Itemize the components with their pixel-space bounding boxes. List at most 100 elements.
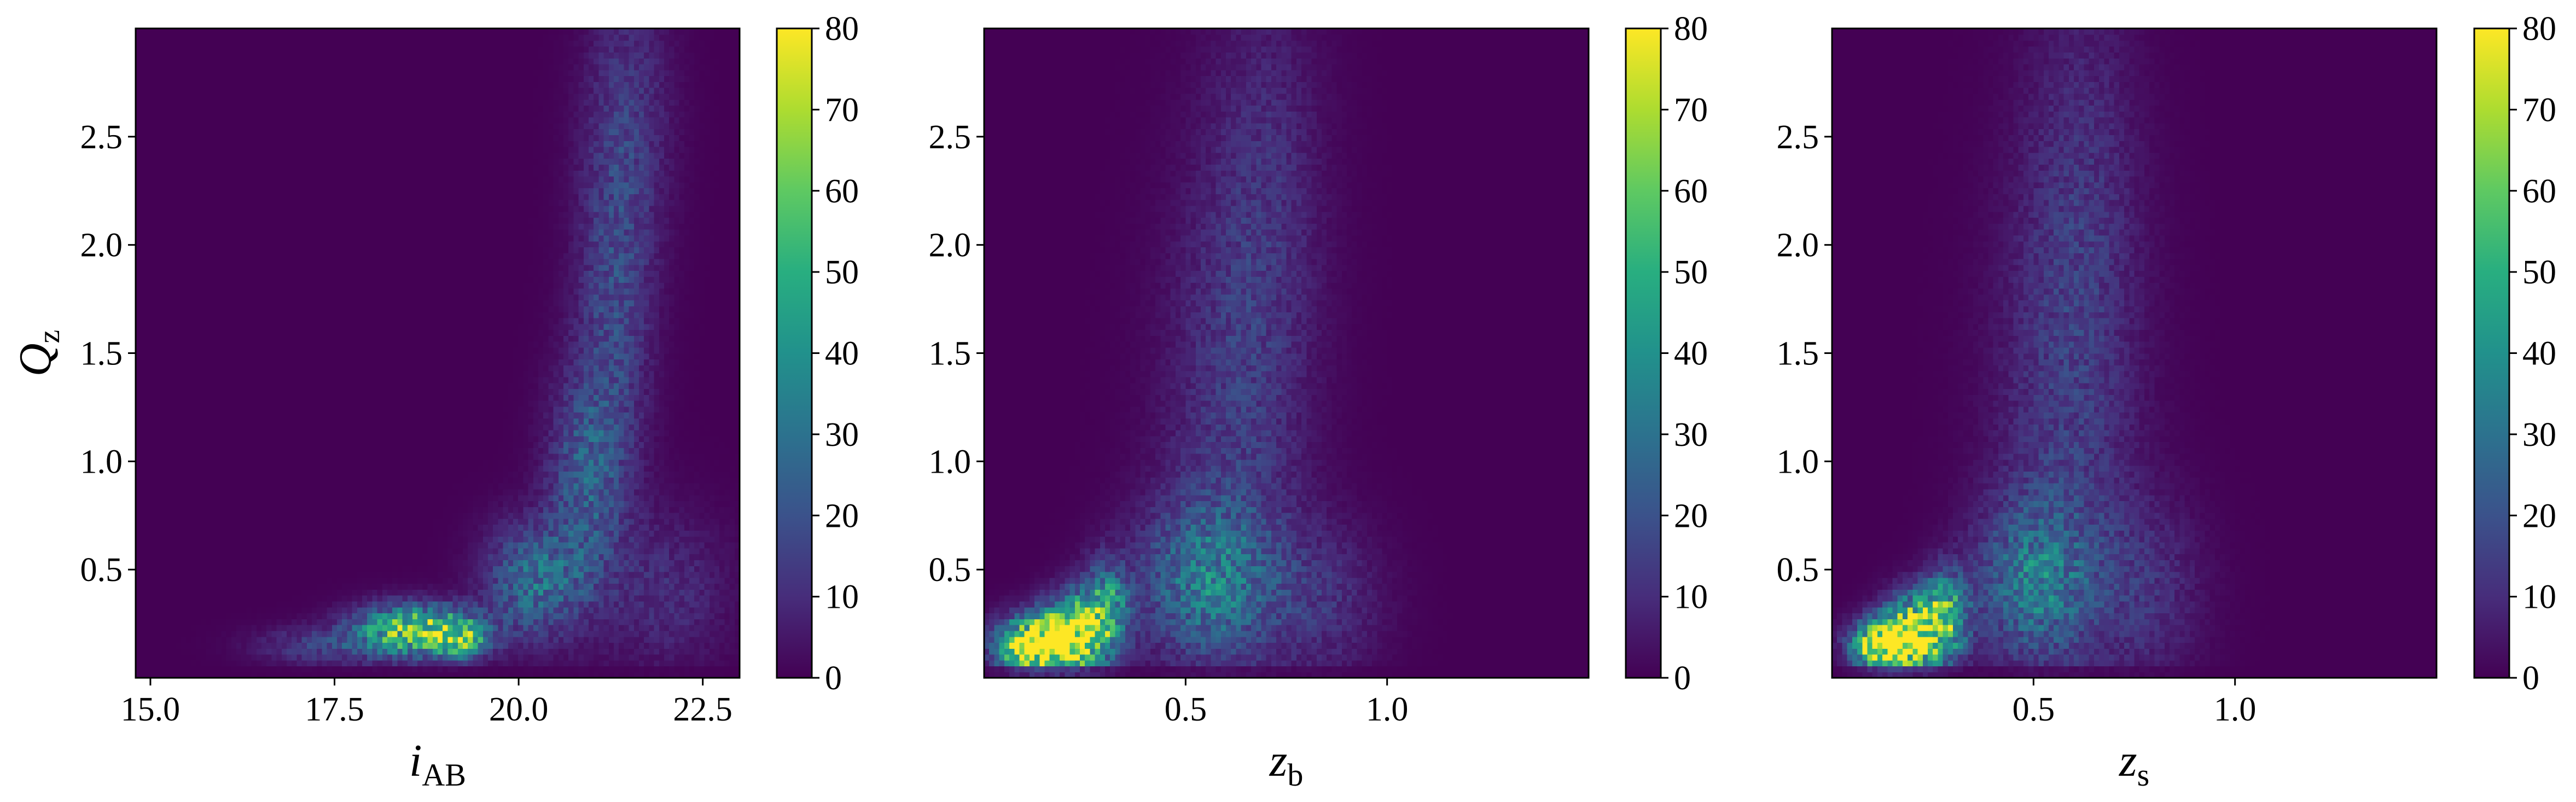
heatmap-cell <box>292 524 298 531</box>
heatmap-cell <box>241 465 247 472</box>
heatmap-cell <box>301 601 307 608</box>
heatmap-cell <box>176 365 182 371</box>
heatmap-cell <box>161 217 166 224</box>
heatmap-cell <box>150 376 156 383</box>
heatmap-cell <box>357 306 363 312</box>
heatmap-cell <box>241 146 247 153</box>
heatmap-cell <box>231 276 237 283</box>
heatmap-cell <box>221 459 227 466</box>
heatmap-cell <box>141 672 147 678</box>
heatmap-cell <box>296 365 303 371</box>
heatmap-cell <box>221 294 227 301</box>
heatmap-cell <box>166 435 172 443</box>
heatmap-cell <box>231 388 237 395</box>
heatmap-cell <box>246 595 252 602</box>
heatmap-cell <box>236 648 242 655</box>
heatmap-cell <box>362 524 368 531</box>
heatmap-cell <box>146 382 152 390</box>
heatmap-cell <box>246 636 252 643</box>
heatmap-cell <box>231 654 237 661</box>
heatmap-cell <box>306 288 312 295</box>
heatmap-cell <box>226 642 232 649</box>
heatmap-cell <box>317 660 323 667</box>
heatmap-cell <box>236 624 242 631</box>
heatmap-cell <box>337 412 342 419</box>
heatmap-cell <box>357 335 363 342</box>
heatmap-cell <box>166 672 172 678</box>
heatmap-cell <box>337 613 342 619</box>
heatmap-cell <box>327 170 333 177</box>
heatmap-cell <box>206 158 212 165</box>
heatmap-cell <box>206 530 212 537</box>
heatmap-cell <box>357 205 363 212</box>
heatmap-cell <box>352 69 358 77</box>
heatmap-cell <box>322 435 328 443</box>
heatmap-cell <box>231 524 237 531</box>
heatmap-cell <box>312 306 317 312</box>
heatmap-cell <box>347 170 353 177</box>
heatmap-cell <box>241 158 247 165</box>
heatmap-cell <box>306 57 312 65</box>
heatmap-cell <box>276 317 282 324</box>
heatmap-cell <box>221 666 227 673</box>
heatmap-cell <box>271 583 277 590</box>
heatmap-cell <box>221 82 227 88</box>
heatmap-cell <box>337 365 342 371</box>
heatmap-cell <box>150 229 156 236</box>
heatmap-cell <box>216 152 222 159</box>
heatmap-cell <box>155 57 161 65</box>
heatmap-cell <box>296 235 303 242</box>
heatmap-cell <box>141 583 147 590</box>
heatmap-cell <box>150 146 156 153</box>
heatmap-cell <box>186 518 191 525</box>
heatmap-cell <box>150 40 156 47</box>
heatmap-cell <box>342 300 348 306</box>
heatmap-cell <box>201 205 207 212</box>
heatmap-cell <box>155 495 161 502</box>
heatmap-cell <box>191 253 197 259</box>
heatmap-cell <box>337 276 342 283</box>
heatmap-cell <box>146 335 152 342</box>
heatmap-cell <box>287 613 292 619</box>
heatmap-cell <box>201 347 207 354</box>
heatmap-cell <box>231 52 237 59</box>
heatmap-cell <box>251 347 257 354</box>
heatmap-cell <box>276 247 282 253</box>
heatmap-cell <box>241 495 247 502</box>
heatmap-cell <box>317 40 323 47</box>
heatmap-cell <box>251 370 257 377</box>
heatmap-cell <box>161 46 166 53</box>
heatmap-cell <box>236 595 242 602</box>
heatmap-cell <box>312 105 317 112</box>
heatmap-cell <box>332 607 338 614</box>
heatmap-cell <box>171 264 177 271</box>
heatmap-cell <box>171 317 177 324</box>
heatmap-cell <box>296 117 303 124</box>
heatmap-cell <box>322 423 328 431</box>
heatmap-cell <box>206 542 212 549</box>
heatmap-cell <box>301 294 307 301</box>
heatmap-cell <box>271 229 277 236</box>
heatmap-cell <box>246 57 252 65</box>
heatmap-cell <box>301 211 307 218</box>
heatmap-cell <box>141 264 147 271</box>
heatmap-cell <box>317 170 323 177</box>
heatmap-cell <box>337 87 342 94</box>
heatmap-cell <box>206 194 212 200</box>
heatmap-cell <box>141 565 147 572</box>
heatmap-cell <box>342 418 348 425</box>
heatmap-cell <box>281 46 287 53</box>
heatmap-cell <box>155 624 161 631</box>
heatmap-cell <box>332 619 338 625</box>
heatmap-cell <box>347 82 353 88</box>
heatmap-cell <box>357 388 363 395</box>
heatmap-cell <box>201 619 207 625</box>
heatmap-cell <box>266 270 272 277</box>
heatmap-cell <box>296 194 303 200</box>
heatmap-cell <box>181 34 187 41</box>
heatmap-cell <box>332 512 338 519</box>
heatmap-cell <box>206 223 212 230</box>
heatmap-cell <box>216 489 222 496</box>
heatmap-cell <box>171 388 177 395</box>
heatmap-cell <box>136 75 141 82</box>
